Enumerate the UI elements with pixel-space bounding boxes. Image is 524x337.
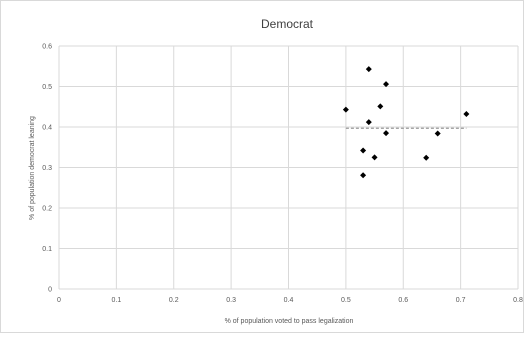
data-point [423, 154, 430, 161]
y-tick-label: 0 [48, 287, 52, 294]
y-tick-label: 0.6 [42, 44, 52, 51]
y-tick-label: 0.4 [42, 125, 52, 132]
data-point [371, 154, 378, 161]
data-points [342, 66, 470, 179]
x-tick-label: 0.4 [284, 297, 294, 304]
x-axis-label: % of population voted to pass legalizati… [225, 318, 354, 325]
data-point [342, 106, 349, 113]
data-point [463, 111, 470, 118]
x-tick-label: 0.5 [341, 297, 351, 304]
x-tick-label: 0.1 [112, 297, 122, 304]
y-tick-label: 0.5 [42, 84, 52, 91]
x-axis-tick-labels: 0 0.1 0.2 0.3 0.4 0.5 0.6 0.7 0.8 [57, 297, 523, 304]
x-tick-label: 0 [57, 297, 61, 304]
x-tick-label: 0.8 [513, 297, 523, 304]
y-axis-label: % of population democrat leaning [29, 116, 36, 220]
chart-title: Democrat [261, 17, 314, 31]
data-point [360, 147, 367, 154]
data-point [360, 172, 367, 179]
x-tick-label: 0.2 [169, 297, 179, 304]
y-axis-tick-labels: 0 0.1 0.2 0.3 0.4 0.5 0.6 [42, 44, 52, 294]
data-point [383, 81, 390, 88]
data-point [365, 66, 372, 73]
data-point [377, 103, 384, 110]
gridlines [58, 45, 519, 290]
y-tick-label: 0.2 [42, 206, 52, 213]
data-point [434, 130, 441, 137]
y-tick-label: 0.3 [42, 165, 52, 172]
data-point [383, 130, 390, 137]
x-tick-label: 0.3 [226, 297, 236, 304]
x-tick-label: 0.7 [456, 297, 466, 304]
data-point [365, 119, 372, 126]
x-tick-label: 0.6 [398, 297, 408, 304]
y-tick-label: 0.1 [42, 246, 52, 253]
scatter-chart: Democrat 0 0.1 0.2 0.3 0.4 0.5 0.6 0.7 0.8 00.10… [29, 17, 523, 325]
